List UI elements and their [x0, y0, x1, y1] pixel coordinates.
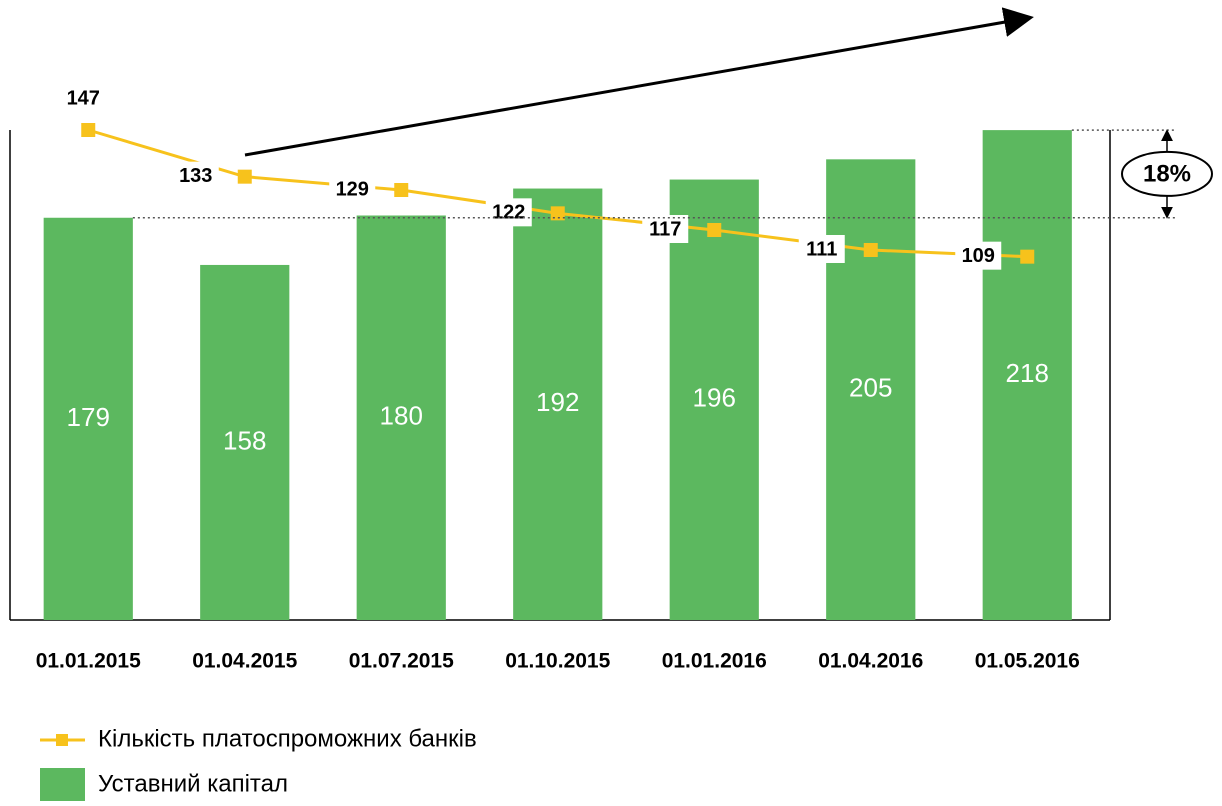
x-tick-label: 01.01.2016: [662, 650, 767, 673]
bar: [513, 188, 603, 621]
bar: [982, 130, 1072, 620]
legend-label: Уставний капітал: [98, 770, 288, 797]
bar-value-label: 158: [223, 425, 266, 455]
x-tick-label: 01.05.2016: [975, 650, 1080, 673]
annotation: 18%: [1143, 160, 1191, 187]
label-box: [485, 198, 532, 227]
bar: [200, 264, 290, 620]
line-value-label: 133: [179, 165, 212, 187]
x-tick-label: 01.07.2015: [349, 650, 454, 673]
line-value-label: 111: [806, 238, 837, 260]
x-tick-label: 01.10.2015: [505, 650, 610, 673]
bar: [669, 179, 759, 620]
x-tick-label: 01.01.2015: [36, 650, 141, 673]
bar: [356, 215, 446, 620]
annotation-ellipse: [1121, 150, 1213, 197]
bar-value-label: 205: [849, 373, 892, 403]
line-marker: [863, 243, 878, 257]
line-value-label: 129: [336, 178, 369, 200]
line-marker: [81, 123, 96, 137]
x-tick-label: 01.04.2015: [192, 650, 297, 673]
line-value-label: 122: [492, 202, 525, 224]
bar-value-label: 179: [67, 402, 110, 432]
label-box: [642, 215, 689, 243]
line-value-label: 147: [67, 87, 100, 109]
line-marker: [707, 223, 722, 237]
line-value-label: 109: [962, 245, 995, 267]
x-tick-label: 01.04.2016: [818, 650, 923, 673]
line-marker: [237, 169, 252, 184]
line-marker: [394, 183, 409, 197]
legend-marker: [56, 734, 68, 746]
label-box: [955, 241, 1002, 270]
bar-value-label: 180: [380, 401, 423, 431]
bar-value-label: 218: [1006, 358, 1049, 388]
bar-value-label: 196: [693, 383, 736, 413]
label-box: [172, 161, 219, 190]
label-box: [329, 175, 376, 203]
bar: [43, 217, 133, 620]
line-marker: [1020, 249, 1035, 264]
line-marker: [550, 206, 565, 221]
bar-value-label: 192: [536, 387, 579, 417]
line-value-label: 117: [649, 218, 681, 240]
label-box: [798, 235, 845, 263]
legend-swatch: [40, 768, 85, 801]
legend-label: Кількість платоспроможних банків: [98, 725, 477, 752]
trend-arrow: [244, 7, 1034, 157]
